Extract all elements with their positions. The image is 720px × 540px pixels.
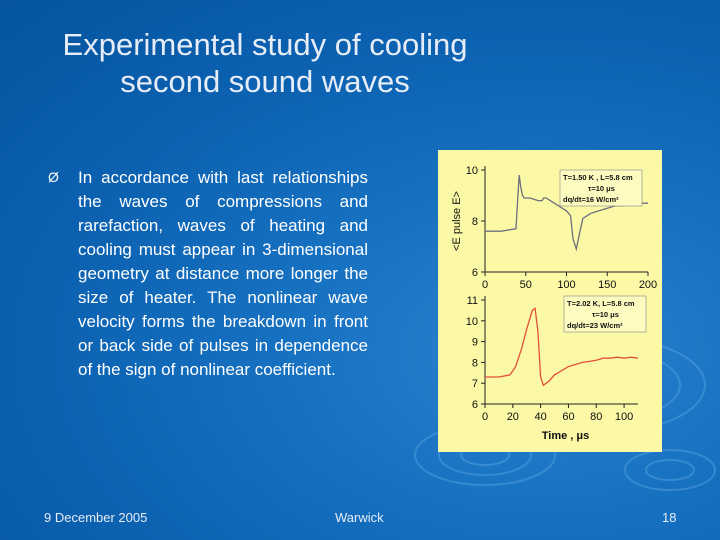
y-tick-label: 8 <box>472 216 478 228</box>
x-tick-label: 60 <box>562 411 574 423</box>
experiment-figure: 6 8 10 0 50 100 150 200 T=1.50 K , L=5.8 cm τ=10 … <box>438 150 662 452</box>
y-tick-label: 6 <box>472 399 478 411</box>
x-tick-label: 100 <box>615 411 633 423</box>
legend-text: T=1.50 K , L=5.8 cm <box>563 173 633 182</box>
y-tick-label: 6 <box>472 267 478 279</box>
y-tick-label: 10 <box>466 165 478 177</box>
legend-text: T=2.02 K, L=5.8 cm <box>567 299 635 308</box>
y-tick-label: 7 <box>472 378 478 390</box>
y-axis-label: <E pulse E> <box>451 191 463 251</box>
x-axis-label: Time , μs <box>542 430 590 442</box>
legend-box <box>559 169 643 207</box>
y-tick-label: 9 <box>472 337 478 349</box>
x-tick-label: 0 <box>482 411 488 423</box>
x-tick-label: 80 <box>590 411 602 423</box>
series-line <box>485 307 639 387</box>
y-tick-label: 10 <box>466 316 478 328</box>
y-tick-label: 11 <box>467 295 478 307</box>
x-tick-label: 200 <box>639 279 657 291</box>
x-tick-label: 0 <box>482 279 488 291</box>
legend-box <box>563 295 647 333</box>
footer-venue: Warwick <box>335 510 384 525</box>
legend-text: τ=10 μs <box>592 310 619 319</box>
bullet-text: In accordance with last relationships th… <box>78 168 368 379</box>
x-tick-label: 150 <box>598 279 616 291</box>
series-line <box>485 175 648 252</box>
x-tick-label: 40 <box>535 411 547 423</box>
legend-text: τ=10 μs <box>588 184 615 193</box>
x-tick-label: 50 <box>520 279 532 291</box>
slide-number: 18 <box>662 510 677 525</box>
y-tick-label: 8 <box>472 357 478 369</box>
footer-date: 9 December 2005 <box>44 510 148 525</box>
x-tick-label: 100 <box>557 279 575 291</box>
bullet-arrow-icon: Ø <box>48 169 59 185</box>
legend-text: dq/dt=23 W/cm² <box>567 321 623 330</box>
x-tick-label: 20 <box>507 411 519 423</box>
legend-text: dq/dt=16 W/cm² <box>563 195 619 204</box>
slide-title: Experimental study of cooling second sou… <box>62 27 468 99</box>
